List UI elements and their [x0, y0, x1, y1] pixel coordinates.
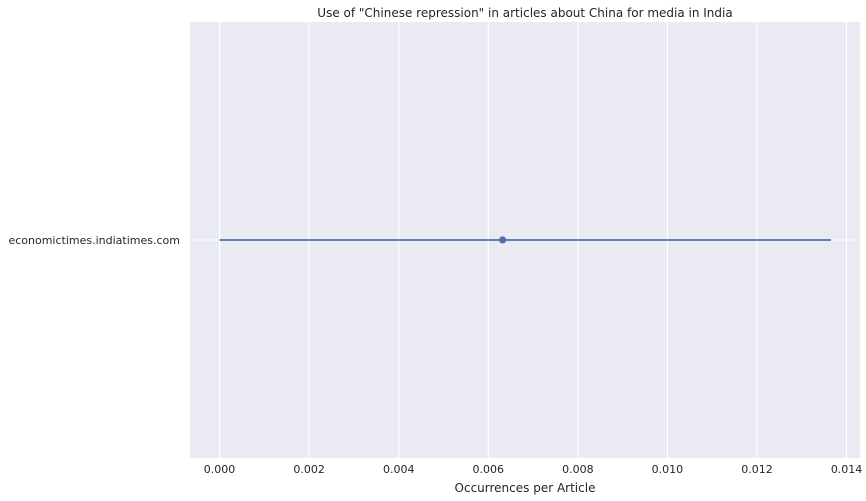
x-tick-label: 0.012: [741, 463, 773, 476]
chart-title: Use of "Chinese repression" in articles …: [317, 6, 732, 20]
x-tick-label: 0.004: [383, 463, 415, 476]
x-tick-label: 0.010: [652, 463, 684, 476]
x-tick-label: 0.014: [831, 463, 863, 476]
y-category-labels: economictimes.indiatimes.com: [8, 234, 180, 247]
x-tick-label: 0.002: [293, 463, 325, 476]
data-marks: [219, 236, 831, 244]
x-tick-labels: 0.000 0.002 0.004 0.006 0.008 0.010 0.012 0.014: [204, 463, 863, 476]
x-tick-label: 0.000: [204, 463, 236, 476]
x-axis-title: Occurrences per Article: [455, 481, 596, 495]
x-tick-label: 0.008: [562, 463, 594, 476]
y-category-label: economictimes.indiatimes.com: [8, 234, 180, 247]
data-point: [499, 236, 507, 244]
x-tick-label: 0.006: [473, 463, 505, 476]
